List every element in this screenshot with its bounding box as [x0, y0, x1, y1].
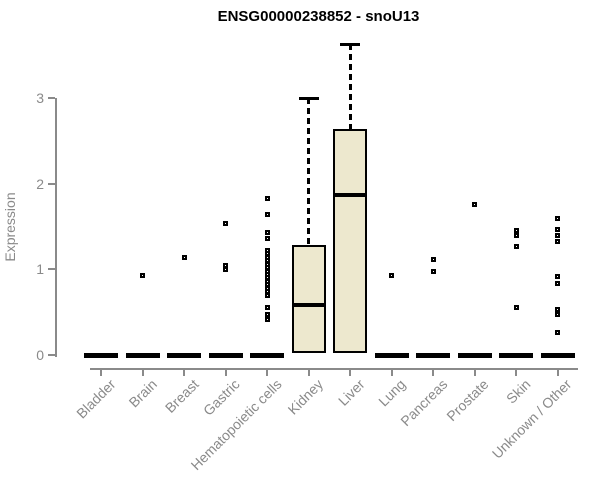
- zero-median-bar: [250, 352, 284, 358]
- x-tick-label: Lung: [375, 376, 409, 410]
- x-axis-tick: [307, 368, 310, 376]
- x-tick-label: Breast: [161, 376, 202, 416]
- x-axis-tick: [473, 368, 476, 376]
- x-axis-tick: [266, 368, 268, 376]
- outlier-point: [555, 226, 560, 232]
- upper-whisker-cap: [340, 43, 360, 47]
- outlier-point: [223, 266, 228, 272]
- zero-median-bar: [125, 352, 160, 358]
- x-axis-tick: [432, 368, 434, 376]
- outlier-point: [513, 232, 519, 238]
- x-tick-label: Kidney: [284, 376, 326, 418]
- y-tick-label: 0: [36, 347, 44, 363]
- outlier-point: [264, 312, 270, 318]
- x-tick-label: Skin: [502, 376, 534, 407]
- x-axis-tick: [390, 368, 393, 376]
- zero-median-bar: [416, 352, 450, 358]
- y-axis-tick: [48, 96, 55, 99]
- y-axis-line: [55, 97, 57, 357]
- median-line: [333, 192, 367, 197]
- outlier-point: [264, 292, 270, 298]
- outlier-point: [555, 232, 560, 238]
- outlier-point: [264, 229, 270, 235]
- y-tick-label: 1: [36, 261, 44, 278]
- median-line: [291, 303, 326, 308]
- outlier-point: [430, 269, 436, 275]
- zero-median-bar: [84, 352, 118, 358]
- y-axis-tick: [48, 182, 55, 185]
- outlier-point: [513, 304, 519, 310]
- zero-median-bar: [374, 352, 409, 358]
- outlier-point: [264, 305, 270, 311]
- outlier-point: [389, 272, 394, 278]
- zero-median-bar: [540, 352, 575, 358]
- x-tick-label: Liver: [334, 376, 368, 409]
- outlier-point: [140, 272, 145, 278]
- x-axis-tick: [349, 368, 351, 376]
- box: [291, 245, 326, 354]
- outlier-point: [264, 317, 270, 323]
- zero-median-bar: [457, 352, 492, 358]
- outlier-point: [555, 280, 560, 286]
- y-tick-label: 2: [36, 175, 44, 192]
- zero-median-bar: [208, 352, 243, 358]
- outlier-point: [181, 254, 187, 260]
- x-axis-tick: [100, 368, 102, 376]
- outlier-point: [430, 256, 436, 262]
- outlier-point: [223, 262, 228, 268]
- outlier-point: [264, 235, 270, 241]
- upper-whisker: [307, 97, 310, 246]
- outlier-point: [472, 201, 477, 207]
- outlier-point: [555, 312, 560, 318]
- outlier-point: [264, 212, 270, 217]
- x-axis-line: [90, 368, 578, 370]
- x-axis-tick: [183, 368, 185, 376]
- x-axis-tick: [556, 368, 559, 376]
- zero-median-bar: [167, 352, 201, 358]
- x-tick-label: Brain: [125, 376, 160, 411]
- x-tick-label: Bladder: [72, 376, 119, 422]
- zero-median-bar: [499, 352, 533, 358]
- y-axis-tick: [48, 268, 55, 271]
- outlier-point: [513, 243, 519, 249]
- upper-whisker-cap: [298, 96, 319, 100]
- x-tick-label: Prostate: [443, 376, 492, 425]
- x-axis-tick: [515, 368, 517, 376]
- chart-title: ENSG00000238852 - snoU13: [217, 8, 420, 25]
- outlier-point: [555, 216, 560, 222]
- outlier-point: [555, 273, 560, 279]
- outlier-point: [555, 307, 560, 313]
- outlier-point: [555, 238, 560, 244]
- outlier-point: [264, 195, 270, 201]
- y-tick-label: 3: [36, 89, 44, 106]
- outlier-point: [223, 220, 228, 226]
- x-axis-tick: [224, 368, 227, 376]
- y-axis-tick: [48, 354, 55, 356]
- upper-whisker: [348, 44, 352, 129]
- outlier-point: [555, 330, 560, 336]
- box: [333, 128, 367, 354]
- x-axis-tick: [141, 368, 144, 376]
- outlier-point: [513, 228, 519, 234]
